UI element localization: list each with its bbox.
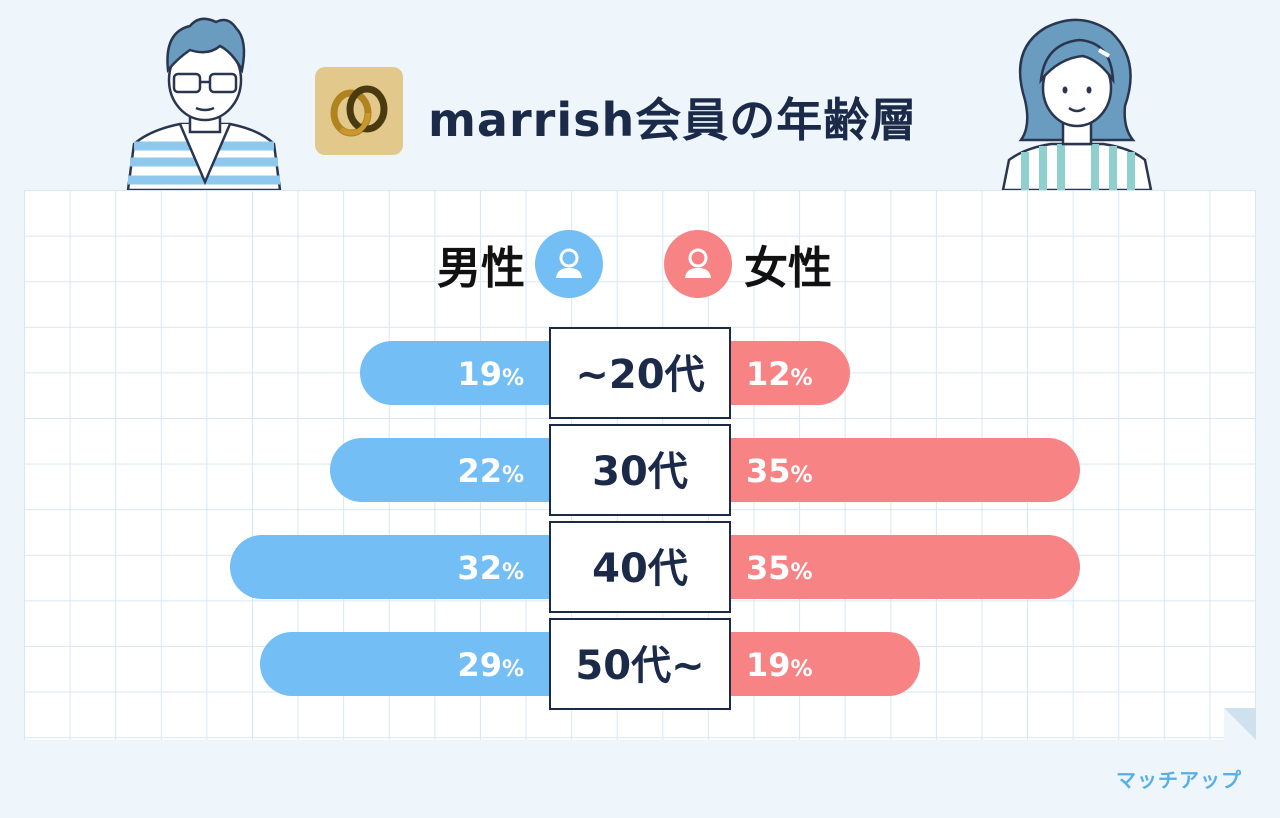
female-bar <box>730 535 1080 599</box>
marrish-logo-icon <box>315 67 403 155</box>
male-bar <box>230 535 550 599</box>
category-box <box>549 618 731 710</box>
legend-male-label: 男性 <box>437 243 525 294</box>
male-bar <box>360 341 550 405</box>
male-value-label: 19% <box>457 355 524 393</box>
male-bar <box>330 438 550 502</box>
legend-male: 男性 <box>437 230 603 298</box>
page-fold-corner <box>1224 708 1256 740</box>
female-value-label: 19% <box>746 646 813 684</box>
category-box <box>549 424 731 516</box>
watermark: マッチアップ <box>1116 768 1242 792</box>
male-value-label: 29% <box>457 646 524 684</box>
category-label: ~20代 <box>575 352 704 398</box>
female-value-label: 35% <box>746 549 813 587</box>
female-value-label: 35% <box>746 452 813 490</box>
user-icon <box>664 230 732 298</box>
male-value-label: 22% <box>457 452 524 490</box>
woman-illustration <box>1001 18 1153 192</box>
female-bar <box>730 341 850 405</box>
male-value-label: 32% <box>457 549 524 587</box>
man-illustration <box>126 17 282 192</box>
category-box <box>549 327 731 419</box>
legend-female-label: 女性 <box>744 243 832 294</box>
category-label: 30代 <box>592 449 688 495</box>
user-icon <box>535 230 603 298</box>
female-bar <box>730 438 1080 502</box>
category-label: 40代 <box>592 546 688 592</box>
page-title: marrish会員の年齢層 <box>428 93 918 147</box>
female-value-label: 12% <box>746 355 813 393</box>
category-label: 50代~ <box>575 643 704 689</box>
male-bar <box>260 632 550 696</box>
category-box <box>549 521 731 613</box>
legend-female: 女性 <box>664 230 832 298</box>
female-bar <box>730 632 920 696</box>
